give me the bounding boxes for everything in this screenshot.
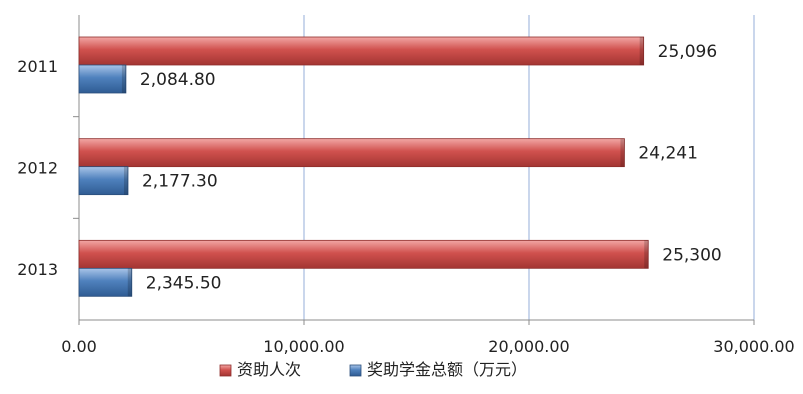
bar-end-shade	[127, 268, 132, 297]
legend: 资助人次 奖助学金总额（万元）	[219, 360, 527, 379]
legend-swatch	[219, 364, 232, 377]
bar-red	[78, 239, 649, 269]
labels: 25,096 2,084.80 24,241 2,177.30 25,300 2,345.…	[140, 42, 722, 293]
bars	[78, 36, 649, 297]
bar-red	[78, 36, 645, 66]
data-label: 25,300	[662, 245, 721, 265]
data-label: 2,084.80	[140, 70, 216, 90]
x-tick-label: 30,000.00	[713, 337, 794, 356]
y-tick-label: 2013	[17, 260, 58, 279]
x-tick-label: 20,000.00	[488, 337, 569, 356]
bar-end-shade	[639, 37, 644, 65]
data-label: 2,177.30	[142, 172, 218, 192]
axes: 0.00 10,000.00 20,000.00 30,000.00 2011 2012 2…	[17, 15, 795, 356]
legend-label: 奖助学金总额（万元）	[367, 360, 527, 379]
bar-blue	[78, 166, 129, 196]
grid-lines	[303, 15, 755, 320]
data-label: 25,096	[658, 42, 717, 62]
bar-end-shade	[620, 138, 625, 167]
bar-end-shade	[123, 166, 128, 195]
x-tick-label: 10,000.00	[263, 337, 344, 356]
bar-blue	[78, 64, 127, 94]
bar-end-shade	[644, 240, 649, 269]
x-tick-label: 0.00	[61, 337, 97, 356]
y-tick-label: 2011	[17, 57, 58, 76]
y-tick-label: 2012	[17, 159, 58, 178]
bar-red	[78, 138, 625, 168]
bar-end-shade	[121, 65, 126, 93]
bar-blue	[78, 267, 133, 297]
data-label: 2,345.50	[146, 273, 222, 293]
legend-swatch	[349, 364, 362, 377]
data-label: 24,241	[638, 144, 697, 164]
legend-label: 资助人次	[237, 360, 301, 379]
